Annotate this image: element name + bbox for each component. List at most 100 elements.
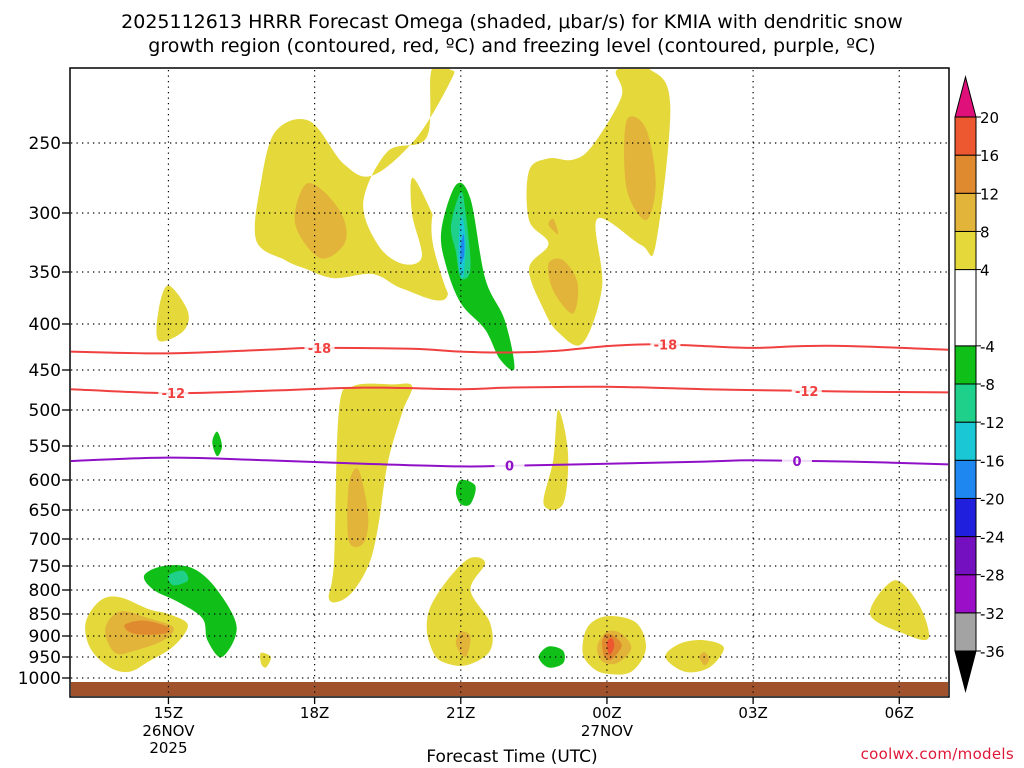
colorbar-label--20: -20 [980, 490, 1005, 508]
colorbar-label--12: -12 [980, 414, 1005, 432]
contour-label-bg [494, 458, 525, 473]
colorbar-over-triangle [954, 75, 977, 118]
colorbar-label--8: -8 [980, 376, 995, 394]
omega-area-lower-central-cell [426, 557, 493, 666]
x-tick-label-06Z-0: 06Z [885, 704, 914, 722]
y-tick-label-500: 500 [29, 401, 61, 421]
y-tick-label-950: 950 [29, 648, 61, 668]
omega-area-upper-right-max-b [548, 218, 559, 235]
y-tick-label-400: 400 [29, 315, 61, 335]
colorbar-swatch-4 [954, 230, 977, 271]
colorbar-under-triangle [954, 650, 977, 693]
omega-area-upper-left-max [294, 183, 347, 259]
x-tick-label-15Z-0: 15Z [154, 704, 183, 722]
colorbar-swatch--20 [954, 459, 977, 499]
omega-area-lower-left-max [124, 620, 170, 635]
colorbar-label--28: -28 [980, 567, 1005, 585]
y-tick-label-650: 650 [29, 501, 61, 521]
omega-area-upper-right-max-a [624, 116, 656, 221]
colorbar-swatch--16 [954, 421, 977, 461]
omega-area-rising-01Z [645, 589, 690, 620]
contour-label-bg [791, 383, 822, 398]
chart-title-line-1: 2025112613 HRRR Forecast Omega (shaded, … [121, 11, 903, 33]
omega-area-00Z-low-core [606, 638, 615, 655]
omega-shading [85, 69, 930, 675]
omega-area-small-rising-18Z [294, 601, 336, 647]
contour-dgz--18 [70, 343, 949, 355]
colorbar-label--24: -24 [980, 529, 1005, 547]
colorbar-swatch--12 [954, 383, 977, 423]
omega-area-rising-23Z-teal [538, 646, 565, 668]
x-tick-label-18Z-0: 18Z [300, 704, 329, 722]
colorbar-label-8: 8 [980, 223, 990, 241]
chart-title-line-2: growth region (contoured, red, ºC) and f… [148, 35, 876, 57]
x-tick-label-00Z-0: 00Z [592, 704, 621, 722]
omega-area-late-low-max [699, 651, 710, 666]
contour-label-dgz--18-1: -18 [654, 339, 678, 354]
omega-area-sliver-00Z [597, 405, 618, 546]
contour-label-bg [158, 386, 189, 401]
colorbar-swatch--8 [954, 345, 977, 385]
colorbar-swatch--36 [954, 612, 977, 652]
omega-area-sinking-column-0Z [328, 383, 413, 603]
y-tick-label-450: 450 [29, 361, 61, 381]
colorbar-swatch-12 [954, 154, 977, 194]
colorbar-label-4: 4 [980, 262, 990, 280]
omega-area-upper-left-plume [254, 69, 455, 301]
contour-label-bg [781, 453, 812, 468]
y-tick-label-550: 550 [29, 437, 61, 457]
ground-surface [71, 682, 948, 696]
x-tick-label-00Z-1: 27NOV [581, 722, 634, 740]
omega-area-upper-rising-pin [460, 234, 465, 263]
colorbar-label--16: -16 [980, 452, 1005, 470]
credit-text: coolwx.com/models [860, 745, 1014, 763]
colorbar-swatch--24 [954, 497, 977, 538]
y-tick-label-250: 250 [29, 134, 61, 154]
x-tick-label-21Z-0: 21Z [446, 704, 475, 722]
contour-label-dgz--12-0: -12 [162, 387, 186, 402]
colorbar-label-12: 12 [980, 185, 999, 203]
axes: 2503003504004505005506006507007508008509… [18, 134, 914, 757]
y-tick-label-800: 800 [29, 581, 61, 601]
contour-label-freezing-level-0-1: 0 [792, 455, 801, 470]
y-tick-label-700: 700 [29, 530, 61, 550]
omega-area-sliver-23Z [543, 409, 569, 510]
y-tick-label-1000: 1000 [18, 669, 61, 689]
omega-area-left-mid-teal [212, 431, 222, 457]
temperature-contours: -18 -18 -12 -12 0 0 [70, 337, 949, 475]
x-tick-label-15Z-2: 2025 [149, 739, 187, 757]
contour-label-bg [304, 340, 335, 355]
omega-area-lower-left-teal [143, 565, 237, 658]
y-tick-label-600: 600 [29, 471, 61, 491]
colorbar-label--4: -4 [980, 338, 995, 356]
y-tick-label-350: 350 [29, 263, 61, 283]
plot-frame [69, 67, 950, 698]
contour-label-dgz--18-0: -18 [308, 342, 332, 357]
y-tick-label-300: 300 [29, 204, 61, 224]
omega-area-left-mid-cell [182, 405, 243, 485]
contour-label-bg [650, 337, 681, 352]
y-tick-label-900: 900 [29, 627, 61, 647]
contour-label-dgz--12-1: -12 [795, 385, 819, 400]
colorbar-label-20: 20 [980, 109, 999, 127]
omega-area-small-upper-cell [156, 285, 189, 342]
colorbar-label--32: -32 [980, 605, 1005, 623]
colorbar-swatch--32 [954, 574, 977, 614]
x-tick-label-03Z-0: 03Z [738, 704, 767, 722]
omega-area-lower-left-cyan [167, 570, 189, 586]
x-tick-label-15Z-1: 26NOV [142, 722, 195, 740]
omega-area-sinking-column-max [347, 468, 369, 548]
omega-area-tiny-cell [260, 652, 271, 668]
colorbar-swatch--28 [954, 536, 977, 576]
contour-label-freezing-level-0-0: 0 [505, 460, 514, 475]
colorbar: 20 16 12 8 4 -4 -8 -12 -16 -20 -24 -28 -32 -36 [954, 75, 1005, 693]
colorbar-swatch-16 [954, 116, 977, 156]
x-axis-title: Forecast Time (UTC) [426, 747, 598, 767]
omega-area-lower-central-max [455, 631, 471, 658]
y-tick-label-850: 850 [29, 605, 61, 625]
colorbar-swatch--4 [954, 269, 977, 347]
colorbar-label--36: -36 [980, 643, 1005, 661]
colorbar-swatch-8 [954, 192, 977, 232]
omega-area-late-low-cell [665, 640, 724, 673]
